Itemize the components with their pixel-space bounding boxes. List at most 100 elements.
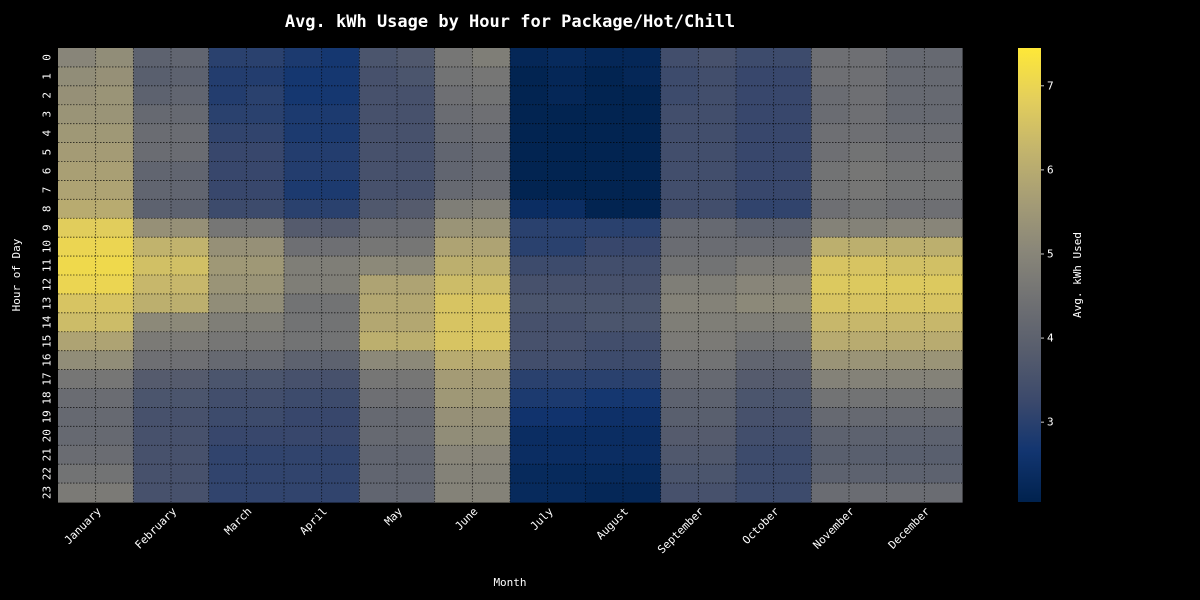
heatmap-cell [171, 180, 210, 200]
heatmap-cell [623, 407, 662, 427]
heatmap-cell [472, 483, 511, 503]
heatmap-cell [434, 426, 473, 446]
heatmap-cell [246, 483, 285, 503]
heatmap-cell [397, 66, 436, 87]
heatmap-cell [133, 199, 172, 219]
heatmap-cell [698, 312, 737, 333]
heatmap-cell [397, 293, 436, 314]
heatmap-cell [510, 445, 549, 465]
heatmap-cell [623, 350, 662, 371]
heatmap-cell [246, 407, 285, 427]
heatmap-cell [623, 293, 662, 314]
heatmap-cell [547, 426, 586, 446]
heatmap-cell [773, 218, 812, 238]
heatmap-cell [95, 123, 134, 144]
colorbar-label: Avg. kWh Used [1071, 232, 1084, 318]
heatmap-cell [95, 142, 134, 163]
heatmap-cell [811, 275, 850, 295]
heatmap-cell [698, 218, 737, 238]
heatmap-cell [58, 388, 97, 409]
heatmap-cell [133, 350, 172, 371]
heatmap-cell [886, 237, 925, 257]
heatmap-cell [623, 199, 662, 219]
heatmap-cell [886, 369, 925, 390]
heatmap-cell [924, 293, 963, 314]
heatmap-gridlines [58, 48, 962, 502]
heatmap-cell [886, 199, 925, 219]
y-tick-label: 3 [41, 111, 54, 118]
heatmap-cell [585, 483, 624, 503]
heatmap-cell [623, 369, 662, 390]
heatmap-cell [886, 256, 925, 276]
y-tick-label: 1 [41, 73, 54, 80]
heatmap-cell [321, 123, 360, 144]
heatmap-cell [284, 142, 323, 163]
heatmap-cell [58, 237, 97, 257]
heatmap-cell [736, 331, 775, 352]
heatmap-cell [246, 237, 285, 257]
heatmap-cell [58, 218, 97, 238]
heatmap-cell [434, 256, 473, 276]
heatmap-cell [547, 142, 586, 163]
heatmap-cell [284, 293, 323, 314]
heatmap-cell [849, 48, 888, 68]
heatmap-cell [95, 85, 134, 106]
heatmap-cell [284, 48, 323, 68]
heatmap-cell [623, 104, 662, 125]
heatmap-cell [284, 483, 323, 503]
x-tick-label: August [594, 505, 631, 542]
heatmap-cell [284, 312, 323, 333]
heatmap-cell [246, 104, 285, 125]
heatmap-cell [434, 464, 473, 484]
heatmap-cell [246, 218, 285, 238]
heatmap-cell [472, 66, 511, 87]
heatmap-cell [510, 161, 549, 182]
heatmap-cell [208, 312, 247, 333]
heatmap-cell [736, 426, 775, 446]
heatmap-cell [924, 369, 963, 390]
heatmap-cell [924, 66, 963, 87]
heatmap-cell [171, 161, 210, 182]
heatmap-cell [849, 161, 888, 182]
heatmap-cell [95, 407, 134, 427]
heatmap-cell [886, 104, 925, 125]
y-tick-label: 15 [41, 335, 54, 348]
heatmap-cell [849, 350, 888, 371]
heatmap-cell [660, 369, 699, 390]
heatmap-cell [133, 331, 172, 352]
heatmap-cell [736, 218, 775, 238]
heatmap-cell [246, 445, 285, 465]
y-tick-label: 8 [41, 205, 54, 212]
heatmap-cell [133, 464, 172, 484]
colorbar-tick-label: 6 [1047, 163, 1054, 176]
heatmap-cell [510, 293, 549, 314]
y-tick-label: 12 [41, 278, 54, 291]
heatmap-cell [547, 256, 586, 276]
heatmap-cell [849, 483, 888, 503]
heatmap-cell [284, 331, 323, 352]
heatmap-cell [133, 85, 172, 106]
heatmap-cell [886, 331, 925, 352]
heatmap-cell [58, 445, 97, 465]
heatmap-cell [208, 256, 247, 276]
heatmap-cell [434, 237, 473, 257]
heatmap-cell [623, 426, 662, 446]
heatmap-cell [472, 445, 511, 465]
heatmap-cell [585, 445, 624, 465]
heatmap-cell [924, 331, 963, 352]
heatmap-cell [623, 123, 662, 144]
heatmap-cell [886, 388, 925, 409]
heatmap-cell [171, 237, 210, 257]
heatmap-cell [58, 293, 97, 314]
heatmap-cell [284, 123, 323, 144]
heatmap-cell [95, 426, 134, 446]
heatmap-cell [434, 199, 473, 219]
heatmap-cell [510, 483, 549, 503]
heatmap-cell [434, 48, 473, 68]
heatmap-cell [623, 464, 662, 484]
heatmap-cell [246, 199, 285, 219]
heatmap-cell [660, 293, 699, 314]
heatmap-cell [284, 180, 323, 200]
heatmap-cell [773, 123, 812, 144]
heatmap-cell [434, 407, 473, 427]
